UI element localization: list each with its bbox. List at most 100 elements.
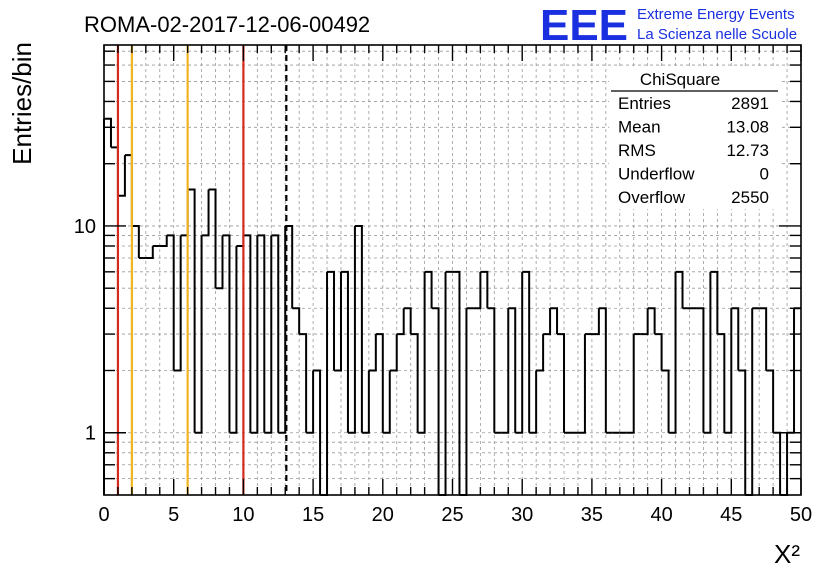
x-tick-label: 25: [441, 504, 463, 526]
histogram-bin: [201, 189, 210, 237]
histogram-bin: [410, 333, 419, 433]
histogram-bin: [591, 308, 600, 336]
y-tick-label: 1: [85, 423, 96, 445]
y-axis-ticks: [104, 50, 801, 480]
histogram-bin: [696, 307, 705, 433]
histogram-bin: [766, 369, 775, 433]
histogram-bin: [515, 271, 524, 434]
histogram-bin: [375, 333, 384, 433]
reference-lines: [116, 45, 288, 495]
x-tick-label: 0: [98, 504, 109, 526]
histogram-bin: [194, 235, 203, 434]
histogram-bin: [731, 307, 740, 371]
histogram-bin: [675, 270, 684, 309]
histogram-bin: [222, 234, 231, 433]
histogram-bin: [473, 271, 482, 310]
stats-row-label: RMS: [618, 141, 656, 160]
histogram-bin: [215, 235, 224, 290]
stats-row-label: Mean: [618, 118, 661, 137]
histogram-bin: [396, 308, 405, 336]
histogram-bin: [243, 234, 252, 433]
x-axis-tick-labels: 0 5 10 15 20 25 30 35 40 45 50: [98, 504, 812, 526]
histogram-bin: [285, 224, 294, 309]
histogram-bin: [710, 270, 719, 335]
histogram-bin: [382, 370, 391, 434]
histogram-bin: [327, 270, 336, 371]
histogram-bin: [173, 235, 182, 372]
histogram-bin: [334, 271, 342, 372]
logo-line-2: La Scienza nelle Scuole: [637, 26, 797, 43]
eee-logo: EEE Extreme Energy Events La Scienza nel…: [540, 1, 797, 50]
histogram-bin: [306, 370, 315, 434]
stats-row-value: 13.08: [726, 118, 769, 137]
histogram-bin: [431, 307, 440, 495]
histogram-bin: [271, 234, 280, 433]
x-axis-title: X²: [774, 539, 800, 569]
histogram-bin: [389, 334, 398, 372]
histogram-bin: [508, 307, 517, 433]
histogram-bin: [299, 333, 308, 433]
histogram-bin: [361, 370, 370, 434]
histogram-bin: [264, 235, 273, 434]
histogram-bin: [550, 307, 559, 335]
histogram-bin: [131, 224, 140, 258]
histogram-bin: [647, 307, 656, 335]
x-tick-label: 5: [168, 504, 179, 526]
chart-title: ROMA-02-2017-12-06-00492: [84, 12, 370, 37]
histogram-bin: [661, 369, 670, 433]
histogram-bin: [292, 307, 301, 335]
histogram-bin: [724, 308, 733, 434]
histogram-bin: [522, 270, 531, 433]
histogram-bin: [640, 308, 649, 336]
stats-row-label: Entries: [618, 94, 671, 113]
histogram-bin: [759, 307, 768, 371]
histogram-bin: [480, 270, 489, 309]
x-tick-label: 15: [302, 504, 324, 526]
x-tick-label: 40: [650, 504, 672, 526]
x-tick-label: 20: [372, 504, 394, 526]
histogram-bin: [459, 308, 468, 496]
histogram-bin: [117, 155, 126, 197]
x-tick-label: 30: [511, 504, 533, 526]
stats-box-rows: Entries 2891 Mean 13.08 RMS 12.73 Underflow 0 Ov…: [618, 94, 769, 207]
y-axis-title: Entries/bin: [7, 42, 37, 165]
stats-row-value: 12.73: [726, 141, 769, 160]
histogram-bin: [668, 271, 677, 434]
histogram-bin: [417, 271, 426, 434]
histogram-bin: [104, 117, 112, 148]
histogram-bin: [654, 333, 663, 371]
histogram-bin: [208, 188, 217, 289]
stats-row-value: 0: [760, 165, 769, 184]
histogram-bin: [347, 225, 356, 434]
histogram-bin: [745, 308, 754, 496]
histogram-bin: [354, 224, 363, 433]
histogram-bin: [187, 188, 196, 433]
y-tick-label: 10: [74, 216, 96, 238]
histogram-bin: [403, 307, 412, 335]
histogram-bin: [452, 270, 461, 495]
logo-mark: EEE: [540, 1, 628, 50]
histogram-bin: [717, 333, 726, 433]
stats-row-value: 2891: [731, 94, 769, 113]
histogram-bin: [487, 307, 496, 433]
x-tick-label: 50: [790, 504, 812, 526]
histogram-bin: [424, 270, 433, 309]
stats-row-label: Underflow: [618, 165, 695, 184]
histogram-bin: [250, 235, 259, 434]
histogram-bin: [501, 308, 510, 434]
stats-row-value: 2550: [731, 188, 769, 207]
histogram-bin: [536, 334, 545, 372]
histogram-bin: [543, 308, 552, 336]
y-axis-tick-labels: 1 10: [74, 216, 96, 445]
histogram-bin: [145, 246, 154, 259]
histogram-bin: [368, 334, 377, 372]
histogram-bin: [166, 234, 175, 371]
histogram-bin: [703, 271, 712, 434]
x-axis-ticks: [103, 45, 802, 495]
histogram-bin: [313, 369, 322, 495]
histogram-bin: [438, 271, 447, 496]
stats-box: ChiSquare Entries 2891 Mean 13.08 RMS 12.73 Un…: [609, 67, 781, 209]
histogram-bin: [229, 246, 238, 434]
stats-box-name: ChiSquare: [640, 70, 720, 89]
histogram-bin: [529, 370, 538, 434]
